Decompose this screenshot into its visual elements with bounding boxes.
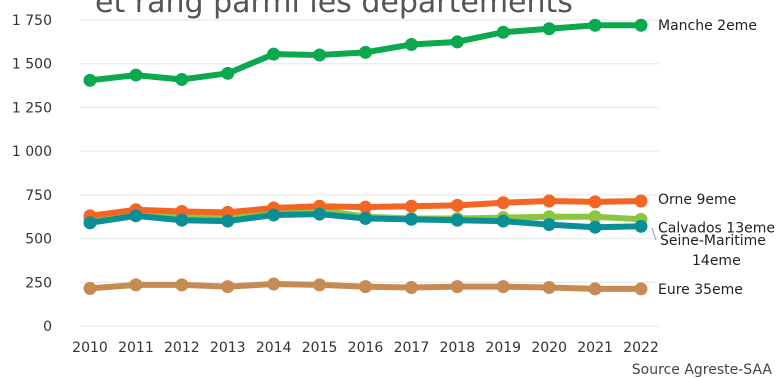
data-point-eure-35eme [588,282,602,296]
x-tick-label: 2021 [577,340,613,356]
data-point-seine-maritime-14eme [359,211,372,225]
data-point-orne-9eme [542,194,556,208]
y-tick-label: 0 [43,319,52,335]
data-point-manche-2eme [496,25,510,39]
y-tick-label: 500 [25,232,52,248]
data-point-eure-35eme [221,280,235,294]
data-point-eure-35eme [404,281,418,295]
gridlines [80,19,659,327]
data-point-manche-2eme [634,18,648,32]
data-point-manche-2eme [267,47,281,61]
series-label: Seine-Maritime [660,233,766,249]
data-point-seine-maritime-14eme [588,220,602,234]
data-point-eure-35eme [450,280,464,294]
series-label: Eure 35eme [658,282,743,298]
series-label: Manche 2eme [658,18,757,34]
data-point-eure-35eme [175,278,189,292]
label-leader-line [651,227,657,241]
data-point-seine-maritime-14eme [404,212,418,226]
x-tick-label: 2011 [118,340,154,356]
data-point-orne-9eme [359,200,372,214]
y-tick-label: 250 [25,275,52,291]
data-point-seine-maritime-14eme [267,208,281,222]
data-point-manche-2eme [450,35,464,49]
data-point-seine-maritime-14eme [221,214,235,228]
y-tick-label: 750 [25,188,52,204]
data-point-seine-maritime-14eme [175,213,189,227]
data-point-seine-maritime-14eme [634,219,648,233]
data-point-manche-2eme [175,72,189,86]
data-point-eure-35eme [634,282,648,296]
data-point-manche-2eme [404,37,418,51]
series-group [83,18,648,296]
x-tick-label: 2018 [440,340,476,356]
y-tick-label: 1 250 [12,100,52,116]
data-point-eure-35eme [129,278,143,292]
data-point-seine-maritime-14eme [542,218,556,232]
data-point-manche-2eme [313,48,327,62]
x-tick-label: 2012 [164,340,200,356]
x-tick-label: 2015 [302,340,338,356]
x-tick-label: 2014 [256,340,292,356]
data-point-eure-35eme [496,280,510,294]
data-point-seine-maritime-14eme [83,216,97,230]
x-axis-ticks: 2010 2011 2012 2013 2014 2015 2016 2017 2018 2019… [72,340,659,356]
data-point-manche-2eme [83,73,97,87]
data-point-eure-35eme [359,280,372,294]
data-point-eure-35eme [313,278,327,292]
x-tick-label: 2022 [623,340,659,356]
x-tick-label: 2010 [72,340,108,356]
x-tick-label: 2013 [210,340,246,356]
series-label: Orne 9eme [658,192,736,208]
data-point-manche-2eme [129,68,143,82]
data-point-calvados-13eme [588,210,602,224]
data-point-seine-maritime-14eme [129,209,143,223]
data-point-manche-2eme [221,66,235,80]
series-labels: Manche 2eme Calvados 13eme Orne 9eme Seine-… [651,18,775,298]
data-point-seine-maritime-14eme [313,207,327,221]
series-label: 14eme [692,253,741,269]
series-label: Calvados 13eme [658,220,775,236]
chart-title: et rang parmi les départements [95,0,573,20]
data-point-eure-35eme [267,277,281,291]
data-point-orne-9eme [496,196,510,210]
data-point-seine-maritime-14eme [450,213,464,227]
y-tick-label: 1 750 [12,13,52,29]
x-tick-label: 2019 [485,340,521,356]
data-point-orne-9eme [634,194,648,208]
data-point-orne-9eme [404,199,418,213]
y-tick-label: 1 000 [12,144,52,160]
x-tick-label: 2020 [531,340,567,356]
data-point-manche-2eme [542,22,556,36]
source-note: Source Agreste-SAA [632,362,773,378]
y-axis-ticks: 0 250 500 750 1 000 1 250 1 500 1 750 [12,13,52,335]
data-point-eure-35eme [542,281,556,295]
x-tick-label: 2016 [348,340,384,356]
data-point-manche-2eme [588,18,602,32]
y-tick-label: 1 500 [12,57,52,73]
data-point-orne-9eme [588,195,602,209]
data-point-eure-35eme [83,281,97,295]
data-point-orne-9eme [450,198,464,212]
data-point-manche-2eme [359,45,372,59]
data-point-seine-maritime-14eme [496,214,510,228]
x-tick-label: 2017 [394,340,430,356]
